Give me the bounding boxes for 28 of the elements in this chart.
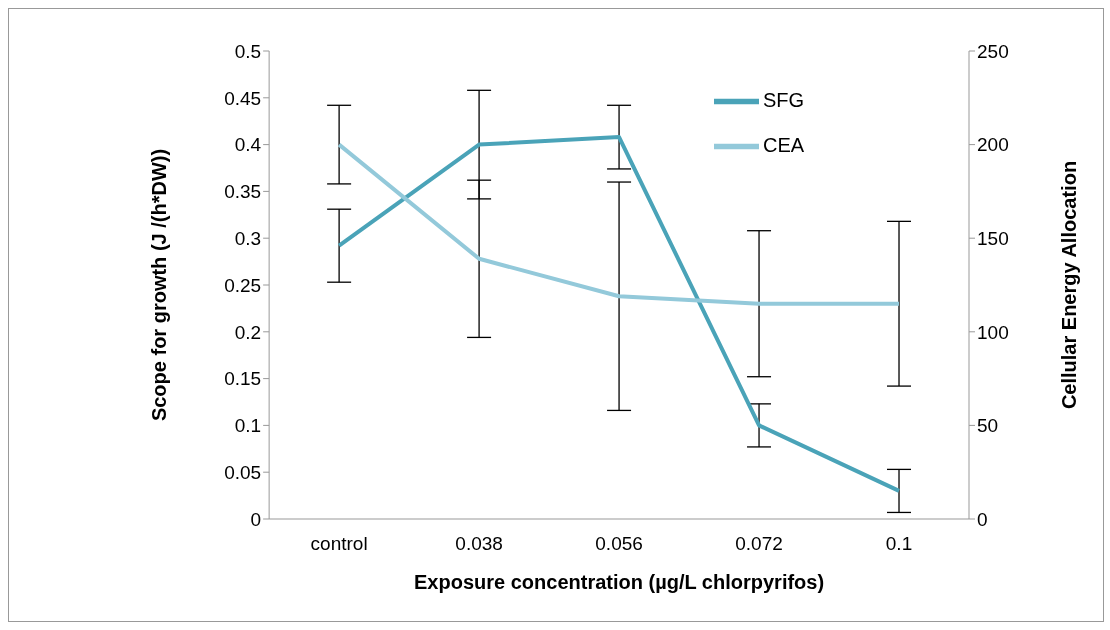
- y2-tick-label: 50: [977, 415, 999, 437]
- x-tick-label: 0.056: [595, 533, 643, 555]
- y-tick-label: 0.3: [234, 227, 262, 249]
- y-tick-label: 0.45: [224, 87, 262, 109]
- y-tick-label: 0.4: [234, 134, 262, 156]
- legend-label: SFG: [763, 88, 805, 111]
- x-tick-label: control: [310, 533, 368, 555]
- x-axis-title: Exposure concentration (µg/L chlorpyrifos): [414, 571, 825, 593]
- y-tick-label: 0.1: [234, 415, 262, 437]
- y2-tick-label: 200: [977, 134, 1009, 156]
- x-tick-label: 0.1: [885, 533, 913, 555]
- y2-tick-label: 0: [977, 508, 988, 530]
- y2-axis-title: Cellular Energy Allocation: [1058, 160, 1081, 410]
- y-axis-title: Scope for growth (J /(h*DW)): [148, 148, 171, 422]
- legend-label: CEA: [763, 133, 805, 156]
- y-tick-label: 0.15: [224, 368, 262, 390]
- y2-tick-label: 150: [977, 227, 1009, 249]
- y-tick-label: 0.05: [224, 461, 262, 483]
- y-tick-label: 0.2: [234, 321, 262, 343]
- y2-tick-label: 250: [977, 40, 1009, 62]
- x-tick-label: 0.072: [735, 533, 783, 555]
- x-tick-label: 0.038: [455, 533, 503, 555]
- line-series: [337, 135, 902, 493]
- y-tick-label: 0: [250, 508, 262, 530]
- y-tick-label: 0.25: [224, 274, 262, 296]
- y-tick-label: 0.5: [234, 40, 262, 62]
- y-tick-label: 0.35: [224, 181, 262, 203]
- y2-tick-label: 100: [977, 321, 1009, 343]
